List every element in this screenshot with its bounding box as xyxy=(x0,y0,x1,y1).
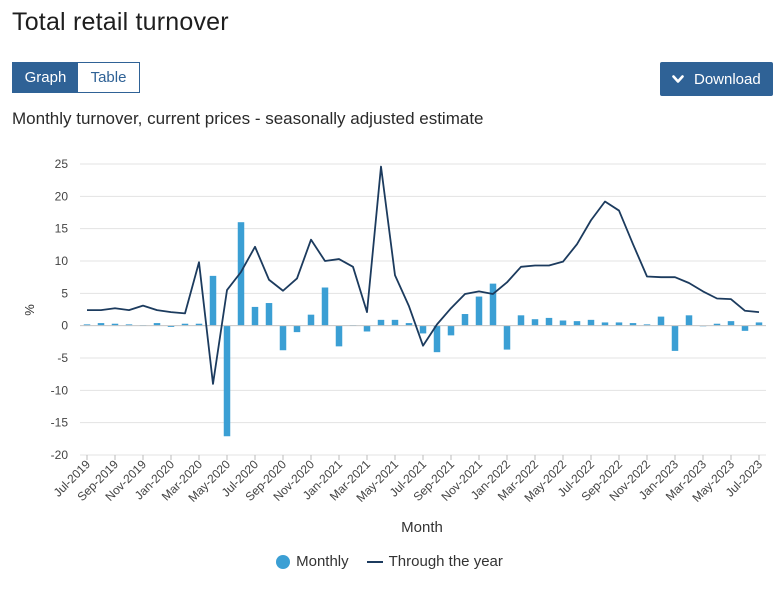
monthly-bar[interactable] xyxy=(531,319,539,326)
monthly-bar[interactable] xyxy=(237,222,245,326)
download-label: Download xyxy=(694,70,761,88)
y-tick-label: -15 xyxy=(51,416,69,430)
monthly-bar[interactable] xyxy=(545,317,553,326)
tab-table[interactable]: Table xyxy=(78,63,139,92)
y-tick-label: 10 xyxy=(55,254,69,268)
chart-subtitle: Monthly turnover, current prices - seaso… xyxy=(12,109,484,128)
legend-dot-icon xyxy=(276,554,291,569)
legend-item-monthly[interactable]: Monthly xyxy=(276,553,349,570)
monthly-bar[interactable] xyxy=(615,322,623,326)
monthly-bar[interactable] xyxy=(461,314,469,326)
monthly-bar[interactable] xyxy=(643,324,651,326)
y-tick-label: 25 xyxy=(55,157,69,171)
monthly-bar[interactable] xyxy=(279,325,287,351)
monthly-bar[interactable] xyxy=(685,315,693,326)
page-title: Total retail turnover xyxy=(12,8,229,36)
monthly-bar[interactable] xyxy=(153,323,161,326)
monthly-bar[interactable] xyxy=(741,325,749,331)
monthly-bar[interactable] xyxy=(601,322,609,326)
monthly-bar[interactable] xyxy=(433,325,441,353)
monthly-bar[interactable] xyxy=(671,325,679,351)
grid-lines xyxy=(80,163,766,456)
legend-line-icon xyxy=(366,560,383,563)
monthly-bar[interactable] xyxy=(335,325,343,347)
monthly-bar[interactable] xyxy=(447,325,455,336)
monthly-bar[interactable] xyxy=(713,323,721,326)
chevron-down-icon xyxy=(672,75,684,83)
monthly-bar[interactable] xyxy=(83,324,91,326)
y-tick-labels: 25 20 15 10 5 0 -5 -10 -15 -20 xyxy=(51,157,69,462)
monthly-bar[interactable] xyxy=(489,283,497,326)
y-tick-label: -5 xyxy=(57,351,68,365)
monthly-bar[interactable] xyxy=(363,325,371,332)
tab-graph[interactable]: Graph xyxy=(13,63,78,92)
y-tick-label: 15 xyxy=(55,222,69,236)
monthly-bar[interactable] xyxy=(209,275,217,326)
turnover-chart: 25 20 15 10 5 0 -5 -10 -15 -20 Jul-2019Sep-2019No… xyxy=(22,157,766,536)
monthly-bar[interactable] xyxy=(97,323,105,326)
y-tick-label: 0 xyxy=(61,319,68,333)
monthly-bar[interactable] xyxy=(475,296,483,326)
monthly-bar[interactable] xyxy=(321,287,329,326)
monthly-bar[interactable] xyxy=(195,323,203,326)
monthly-bar[interactable] xyxy=(629,323,637,326)
monthly-bar[interactable] xyxy=(377,319,385,326)
monthly-bar[interactable] xyxy=(405,323,413,326)
monthly-bars xyxy=(83,222,763,437)
monthly-bar[interactable] xyxy=(559,320,567,326)
monthly-bar[interactable] xyxy=(293,325,301,333)
monthly-bar[interactable] xyxy=(755,322,763,326)
download-button[interactable]: Download xyxy=(660,62,773,96)
monthly-bar[interactable] xyxy=(503,325,511,350)
monthly-bar[interactable] xyxy=(181,323,189,326)
legend-item-through-year[interactable]: Through the year xyxy=(366,553,503,570)
monthly-bar[interactable] xyxy=(223,325,231,437)
monthly-bar[interactable] xyxy=(125,324,133,326)
chart-legend: Monthly Through the year xyxy=(0,553,779,570)
monthly-bar[interactable] xyxy=(419,325,427,334)
monthly-bar[interactable] xyxy=(657,316,665,326)
monthly-bar[interactable] xyxy=(167,325,175,327)
monthly-bar[interactable] xyxy=(265,303,273,326)
legend-label-through-year: Through the year xyxy=(388,553,503,570)
monthly-bar[interactable] xyxy=(587,319,595,326)
y-tick-label: -10 xyxy=(51,383,69,397)
monthly-bar[interactable] xyxy=(111,323,119,326)
legend-label-monthly: Monthly xyxy=(296,553,349,570)
x-axis-label: Month xyxy=(401,519,443,536)
monthly-bar[interactable] xyxy=(391,319,399,326)
through-the-year-line[interactable] xyxy=(87,165,760,385)
monthly-bar[interactable] xyxy=(573,321,581,326)
monthly-bar[interactable] xyxy=(727,321,735,326)
y-tick-label: 5 xyxy=(61,286,68,300)
y-tick-label: -20 xyxy=(51,448,69,462)
x-tick-labels: Jul-2019Sep-2019Nov-2019Jan-2020Mar-2020… xyxy=(51,455,765,505)
y-axis-label: % xyxy=(22,304,37,316)
monthly-bar[interactable] xyxy=(307,314,315,326)
monthly-bar[interactable] xyxy=(251,306,259,326)
y-tick-label: 20 xyxy=(55,189,69,203)
monthly-bar[interactable] xyxy=(517,315,525,326)
view-toggle: Graph Table xyxy=(12,62,140,93)
